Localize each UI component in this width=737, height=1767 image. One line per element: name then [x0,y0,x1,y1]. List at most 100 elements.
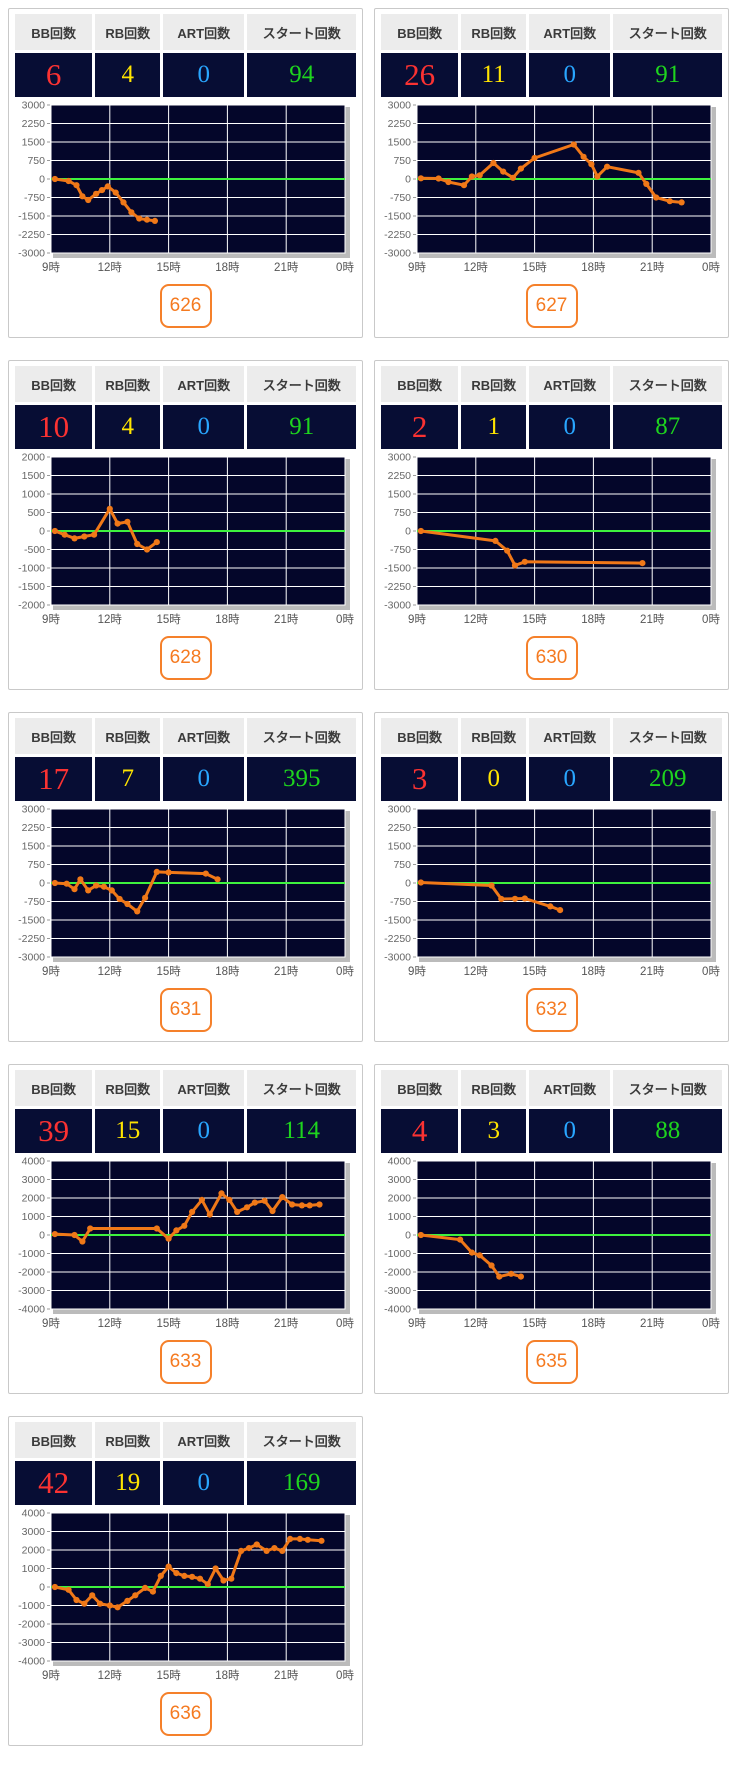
counter-value-bb: 3 [381,757,459,801]
counter-value-bb: 6 [15,53,93,97]
x-axis-label: 12時 [464,261,489,274]
payout-point [134,908,141,915]
y-axis-label: 1000 [22,489,46,501]
x-axis-label: 9時 [42,613,60,626]
payout-point [226,1196,233,1203]
counter-value-bb: 42 [15,1461,93,1505]
payout-point [132,1592,139,1599]
counter-header-bb: BB回数 [15,366,93,402]
machine-number-badge[interactable]: 635 [525,1340,578,1384]
machine-number-badge[interactable]: 626 [159,284,212,328]
y-axis-label: -2250 [18,229,45,241]
payout-point [151,217,158,224]
payout-point [666,198,673,205]
x-axis-label: 12時 [98,1317,123,1330]
payout-point [71,535,78,542]
payout-point [509,174,517,181]
y-axis-label: 2000 [388,1193,412,1205]
payout-point [316,1201,323,1208]
y-axis-label: 0 [405,526,411,538]
payout-point [143,216,151,223]
counter-value-art: 0 [163,757,245,801]
payout-point [51,527,59,535]
counter-header-bb: BB回数 [381,366,459,402]
payout-point [124,900,131,908]
payout-point [181,1222,188,1229]
y-axis-label: -3000 [18,248,45,260]
payout-point [71,1231,78,1239]
payout-point [517,165,524,172]
payout-point [468,1249,475,1256]
machine-number-badge[interactable]: 630 [525,636,578,680]
payout-point [476,172,483,179]
payout-point [234,1208,241,1215]
machine-number-badge[interactable]: 632 [525,988,578,1032]
payout-point [196,1575,204,1582]
machine-number-badge[interactable]: 631 [159,988,212,1032]
counter-value-art: 0 [529,1109,611,1153]
counter-value-art: 0 [163,1461,245,1505]
machine-number-badge[interactable]: 627 [525,284,578,328]
y-axis-label: 1500 [388,489,412,501]
payout-point [96,1600,104,1607]
y-axis-label: 3000 [388,804,412,816]
counter-value-start: 169 [247,1461,356,1505]
badge-row: 631 [15,988,356,1032]
payout-point [204,1581,211,1588]
machine-number-badge[interactable]: 633 [159,1340,212,1384]
counter-value-art: 0 [163,53,245,97]
counter-header-start: スタート回数 [247,718,356,754]
counter-header-bb: BB回数 [381,14,459,50]
y-axis-label: 3000 [22,804,46,816]
x-axis-label: 18時 [581,613,606,626]
x-axis-label: 9時 [408,1317,426,1330]
counter-table: BB回数 RB回数 ART回数 スタート回数 17 7 0 395 [15,718,356,801]
machine-number-badge[interactable]: 636 [159,1692,212,1736]
x-axis-label: 15時 [522,965,547,978]
payout-point [468,173,475,180]
y-axis-label: -750 [24,192,45,204]
x-axis-label: 12時 [464,1317,489,1330]
counter-value-bb: 10 [15,405,93,449]
counter-table: BB回数 RB回数 ART回数 スタート回数 42 19 0 169 [15,1422,356,1505]
payout-point [457,1236,464,1243]
counter-header-start: スタート回数 [613,718,722,754]
counter-value-bb: 4 [381,1109,459,1153]
payout-line [419,529,644,567]
x-axis-label: 0時 [702,965,720,978]
payout-point [136,215,143,222]
payout-point [165,1563,172,1570]
counter-header-start: スタート回数 [247,14,356,50]
counter-header-art: ART回数 [529,1070,611,1106]
y-axis-label: 3000 [22,1526,46,1538]
y-axis-label: -1500 [384,915,411,927]
y-axis-label: 3000 [22,1174,46,1186]
x-axis-label: 18時 [581,965,606,978]
payout-point [296,1535,303,1542]
x-axis-label: 12時 [98,965,123,978]
y-axis-label: -2000 [18,600,45,612]
payout-point [521,558,528,565]
payout-point [79,1238,86,1245]
y-axis-label: 3000 [388,1174,412,1186]
counter-header-art: ART回数 [163,718,245,754]
x-axis-label: 12時 [98,1669,123,1682]
y-axis-label: 2250 [22,822,46,834]
payout-point [306,1202,313,1209]
payout-point [77,876,84,883]
x-axis-label: 0時 [336,965,354,978]
y-axis-label: -1000 [384,1248,411,1260]
payout-point [112,189,119,196]
y-axis-label: 1000 [22,1563,46,1575]
payout-point [490,159,497,167]
y-axis-label: -1500 [384,211,411,223]
y-axis-label: -750 [24,896,45,908]
x-axis-label: 0時 [336,1669,354,1682]
payout-point [588,161,595,168]
payout-point [496,1273,503,1280]
payout-line [53,870,220,913]
y-axis-label: 2250 [22,118,46,130]
machine-number-badge[interactable]: 628 [159,636,212,680]
y-axis-label: -2000 [18,1619,45,1631]
counter-value-start: 209 [613,757,722,801]
